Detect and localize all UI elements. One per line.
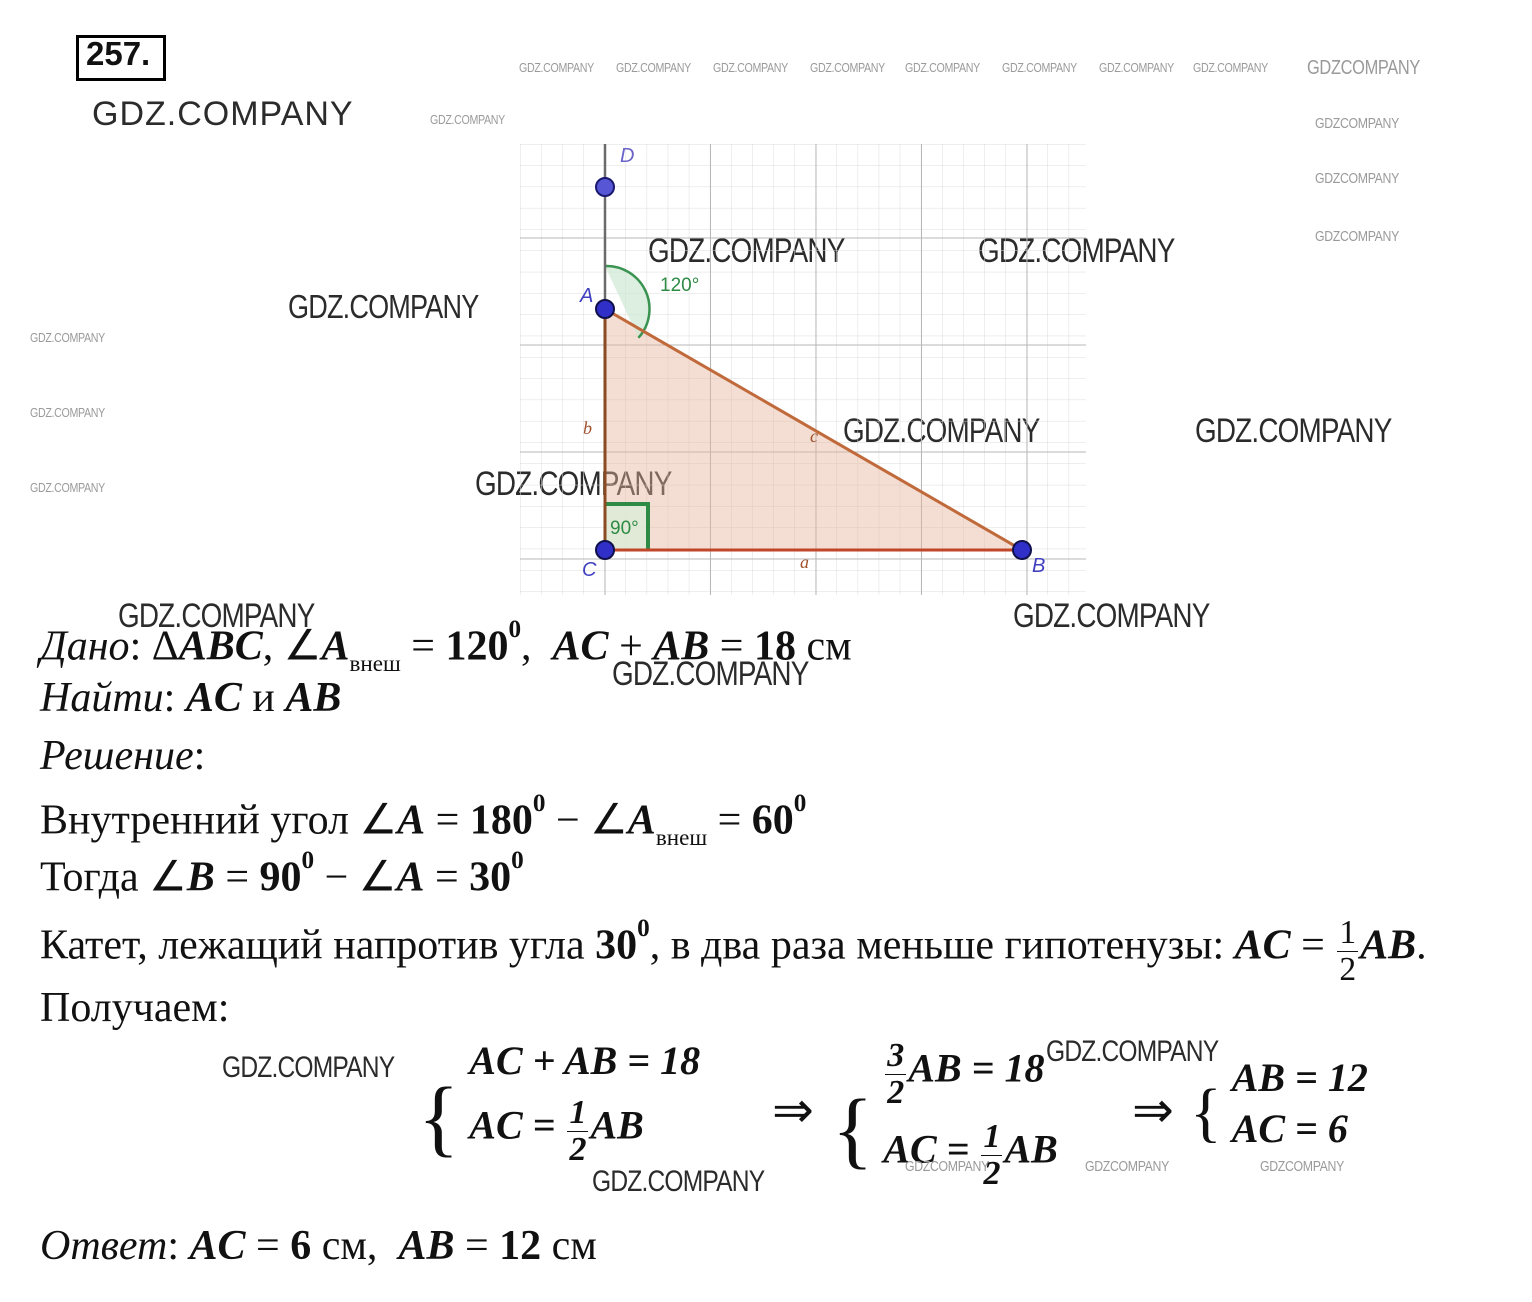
svg-text:90°: 90° <box>610 518 639 539</box>
svg-text:a: a <box>800 552 809 572</box>
svg-text:B: B <box>1032 555 1045 577</box>
svg-text:120°: 120° <box>660 275 699 296</box>
svg-text:C: C <box>582 559 597 581</box>
svg-text:A: A <box>579 285 593 307</box>
svg-text:D: D <box>620 145 634 167</box>
svg-text:b: b <box>583 418 592 438</box>
svg-text:c: c <box>810 426 818 446</box>
